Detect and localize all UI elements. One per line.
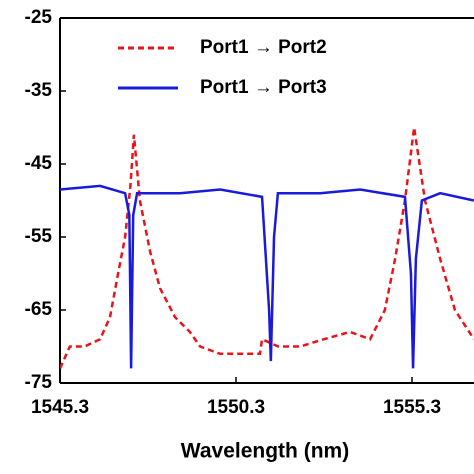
y-tick-label: -55 (25, 226, 53, 247)
legend-label: Port1 → Port3 (200, 77, 327, 98)
y-tick-label: -65 (25, 299, 53, 320)
x-tick-label: 1545.3 (31, 397, 89, 418)
line-series (60, 127, 474, 369)
plot-area (60, 127, 474, 369)
y-tick-label: -45 (25, 153, 53, 174)
legend-label: Port1 → Port2 (200, 37, 327, 58)
y-tick-label: -75 (25, 372, 53, 393)
x-axis-label: Wavelength (nm) (181, 440, 349, 463)
y-tick-label: -25 (25, 7, 53, 28)
x-tick-label: 1555.3 (383, 397, 441, 418)
y-tick-label: -35 (25, 80, 53, 101)
line-series (60, 184, 474, 369)
x-tick-label: 1550.3 (207, 397, 265, 418)
